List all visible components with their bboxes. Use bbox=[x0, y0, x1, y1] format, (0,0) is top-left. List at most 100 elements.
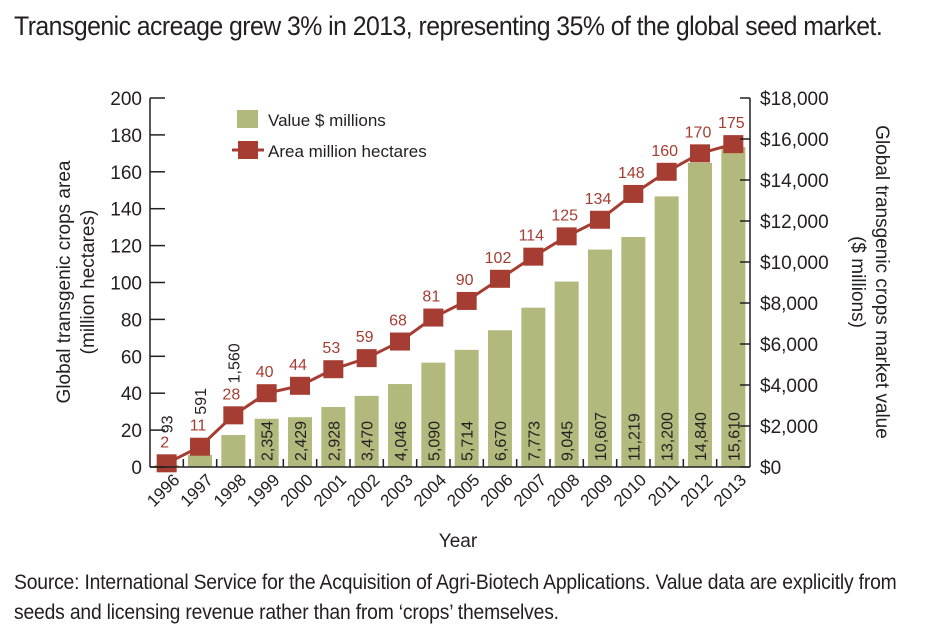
y-left-tick-label: 60 bbox=[121, 347, 142, 368]
y-left-tick-label: 160 bbox=[110, 163, 142, 184]
y-left-tick-label: 40 bbox=[121, 384, 142, 405]
bar-label-2001: 2,928 bbox=[326, 421, 343, 461]
bar-value-1997 bbox=[188, 454, 212, 467]
x-axis-label: Year bbox=[439, 531, 478, 552]
bar-label-1999: 2,354 bbox=[260, 421, 277, 461]
bar-value-2013 bbox=[721, 146, 746, 467]
y-left-tick-label: 120 bbox=[110, 237, 142, 258]
area-marker-2000 bbox=[290, 376, 310, 395]
area-label-2007: 114 bbox=[519, 228, 545, 245]
area-label-1996: 2 bbox=[160, 434, 169, 451]
area-label-2008: 125 bbox=[551, 207, 578, 224]
area-label-2005: 90 bbox=[456, 272, 474, 289]
legend-label-value: Value $ millions bbox=[268, 111, 386, 130]
area-marker-2012 bbox=[690, 144, 710, 163]
area-marker-2003 bbox=[390, 332, 410, 351]
bar-value-1999 bbox=[254, 418, 279, 467]
area-marker-2010 bbox=[623, 184, 644, 203]
x-tick-label-2008: 2008 bbox=[543, 470, 583, 510]
bar-label-2012: 14,840 bbox=[693, 412, 710, 461]
x-tick-label-1996: 1996 bbox=[143, 470, 183, 510]
x-tick-label-2007: 2007 bbox=[510, 470, 550, 510]
area-marker-1999 bbox=[256, 384, 277, 403]
y-right-tick-label: $10,000 bbox=[760, 253, 829, 274]
bar-value-2005 bbox=[454, 349, 479, 467]
area-label-2006: 102 bbox=[485, 250, 512, 267]
bar-label-2006: 6,670 bbox=[493, 421, 510, 461]
area-label-2002: 59 bbox=[356, 329, 374, 346]
area-marker-2005 bbox=[456, 291, 477, 310]
bar-labels-layer: 93 591 1,560 2,354 2,429 2,928 3,470 4,046 5,090… bbox=[160, 343, 744, 461]
area-marker-1997 bbox=[190, 437, 210, 456]
area-marker-2002 bbox=[356, 349, 377, 368]
area-marker-2009 bbox=[590, 210, 610, 229]
bar-value-2002 bbox=[354, 395, 379, 467]
chart-title: Transgenic acreage grew 3% in 2013, repr… bbox=[14, 11, 883, 41]
bar-value-2001 bbox=[321, 406, 346, 467]
area-label-2009: 134 bbox=[585, 191, 612, 208]
line-layer: 2 11 28 40 44 53 59 68 81 90 102 114 125 134 148 160 170… bbox=[156, 115, 745, 473]
y-right-tick-label: $8,000 bbox=[760, 294, 818, 315]
y-axis-left-label: Global transgenic crops area bbox=[54, 160, 75, 403]
axes-layer: 0 20 40 60 80 100 120 140 160 180 200 $0 $2,000 $4,00… bbox=[110, 89, 828, 511]
x-tick-label-2013: 2013 bbox=[710, 470, 750, 510]
bar-label-1998: 1,560 bbox=[226, 343, 243, 383]
bar-label-2002: 3,470 bbox=[360, 421, 377, 461]
legend-label-area: Area million hectares bbox=[268, 142, 427, 161]
source-note: Source: International Service for the Ac… bbox=[14, 571, 897, 624]
bar-label-2008: 9,045 bbox=[560, 421, 577, 461]
legend: Value $ millions Area million hectares bbox=[232, 110, 427, 161]
area-marker-2008 bbox=[556, 227, 577, 246]
x-tick-label-2000: 2000 bbox=[277, 470, 317, 510]
x-tick-label-1998: 1998 bbox=[210, 470, 250, 510]
y-right-tick-label: $2,000 bbox=[760, 417, 818, 438]
legend-marker-area bbox=[238, 141, 258, 159]
y-left-tick-label: 140 bbox=[110, 200, 142, 221]
bar-value-2007 bbox=[521, 307, 546, 467]
x-tick-label-1999: 1999 bbox=[243, 470, 283, 510]
bar-value-2004 bbox=[421, 362, 446, 467]
bars-layer bbox=[154, 146, 746, 467]
x-tick-label-2009: 2009 bbox=[577, 470, 617, 510]
y-right-tick-label: $4,000 bbox=[760, 376, 818, 397]
area-label-2000: 44 bbox=[289, 357, 307, 374]
area-marker-2011 bbox=[656, 162, 677, 181]
bar-value-2000 bbox=[288, 417, 312, 467]
bar-label-1997: 591 bbox=[193, 388, 210, 415]
area-label-1999: 40 bbox=[256, 364, 274, 381]
area-label-2011: 160 bbox=[651, 143, 678, 160]
bar-label-2010: 11,219 bbox=[626, 413, 643, 461]
y-axis-right-label-unit: ($ millions) bbox=[847, 236, 868, 328]
area-marker-2004 bbox=[423, 308, 444, 327]
x-tick-label-2002: 2002 bbox=[343, 470, 383, 510]
area-label-2010: 148 bbox=[618, 165, 645, 182]
bar-label-2009: 10,607 bbox=[593, 412, 610, 461]
bar-value-2003 bbox=[388, 384, 412, 467]
area-label-2013: 175 bbox=[718, 115, 745, 132]
bar-value-2009 bbox=[588, 249, 612, 467]
x-tick-label-2012: 2012 bbox=[677, 470, 717, 510]
area-marker-1996 bbox=[156, 454, 177, 473]
y-left-tick-label: 80 bbox=[121, 310, 142, 331]
bar-label-1996: 93 bbox=[160, 415, 177, 433]
y-left-tick-label: 180 bbox=[110, 126, 142, 147]
y-right-tick-label: $14,000 bbox=[760, 171, 829, 192]
bar-label-2013: 15,610 bbox=[726, 412, 743, 461]
y-left-tick-label: 200 bbox=[110, 89, 142, 110]
x-tick-label-2011: 2011 bbox=[644, 470, 683, 509]
bar-value-2012 bbox=[688, 162, 712, 467]
y-left-tick-label: 20 bbox=[121, 421, 142, 442]
y-right-tick-label: $12,000 bbox=[760, 212, 829, 233]
x-tick-label-2006: 2006 bbox=[477, 470, 517, 510]
bar-value-2008 bbox=[554, 281, 579, 467]
area-marker-2006 bbox=[490, 269, 510, 288]
bar-label-2011: 13,200 bbox=[660, 412, 677, 461]
area-label-1998: 28 bbox=[222, 386, 240, 403]
x-tick-label-2001: 2001 bbox=[310, 470, 350, 510]
x-tick-label-1997: 1997 bbox=[177, 470, 217, 510]
area-marker-2013 bbox=[723, 135, 744, 154]
y-right-tick-label: $18,000 bbox=[760, 89, 829, 110]
bar-label-2007: 7,773 bbox=[526, 421, 543, 461]
x-tick-label-2003: 2003 bbox=[377, 470, 417, 510]
